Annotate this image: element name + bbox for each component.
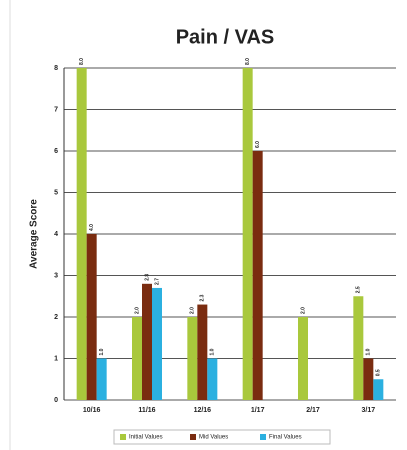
value-label: 2.8	[144, 274, 150, 281]
legend-label: Initial Values	[129, 435, 163, 441]
bar	[207, 358, 218, 400]
value-label: 1.0	[99, 348, 105, 355]
bar	[363, 358, 374, 400]
y-tick-label: 7	[54, 106, 58, 113]
value-label: 2.0	[190, 307, 196, 314]
bar	[187, 317, 198, 400]
bar	[298, 317, 308, 400]
legend-label: Mid Values	[199, 435, 228, 441]
value-label: 0.5	[376, 369, 382, 376]
value-label: 2.0	[300, 307, 306, 314]
value-label: 2.5	[356, 286, 362, 293]
value-label: 8.0	[245, 58, 251, 65]
value-label: 1.0	[210, 348, 216, 355]
x-tick-label: 1/17	[251, 407, 265, 414]
y-tick-label: 2	[54, 314, 58, 321]
bar	[353, 296, 364, 400]
x-tick-label: 11/16	[138, 407, 155, 414]
bar	[373, 379, 384, 400]
y-tick-label: 1	[54, 355, 58, 362]
bar	[76, 68, 87, 400]
y-tick-label: 8	[54, 65, 58, 72]
value-label: 2.0	[134, 307, 140, 314]
bar	[132, 317, 142, 400]
x-tick-label: 10/16	[83, 407, 101, 414]
x-tick-label: 2/17	[306, 407, 320, 414]
y-tick-label: 0	[54, 397, 58, 404]
legend-label: Final Values	[269, 435, 302, 441]
bar	[197, 304, 208, 400]
legend-swatch	[190, 434, 196, 440]
legend-box	[113, 429, 331, 445]
value-label: 8.0	[79, 58, 85, 65]
bar	[142, 283, 152, 400]
legend-swatch	[260, 434, 266, 440]
bar	[152, 287, 162, 400]
x-tick-label: 12/16	[194, 407, 212, 414]
value-label: 4.0	[89, 224, 95, 231]
bar	[252, 151, 263, 400]
y-tick-label: 3	[54, 272, 58, 279]
value-label: 2.3	[200, 294, 206, 301]
value-label: 1.0	[366, 348, 372, 355]
value-label: 6.0	[255, 141, 261, 148]
bar	[96, 358, 107, 400]
legend-swatch	[120, 434, 126, 440]
y-tick-label: 5	[54, 189, 58, 196]
bar	[242, 68, 253, 400]
chart-title: Pain / VAS	[176, 26, 275, 48]
bar	[86, 234, 97, 400]
y-tick-label: 6	[54, 148, 58, 155]
y-tick-label: 4	[54, 231, 58, 238]
y-axis-label: Average Score	[29, 199, 40, 269]
value-label: 2.7	[154, 278, 160, 285]
x-tick-label: 3/17	[362, 407, 376, 414]
